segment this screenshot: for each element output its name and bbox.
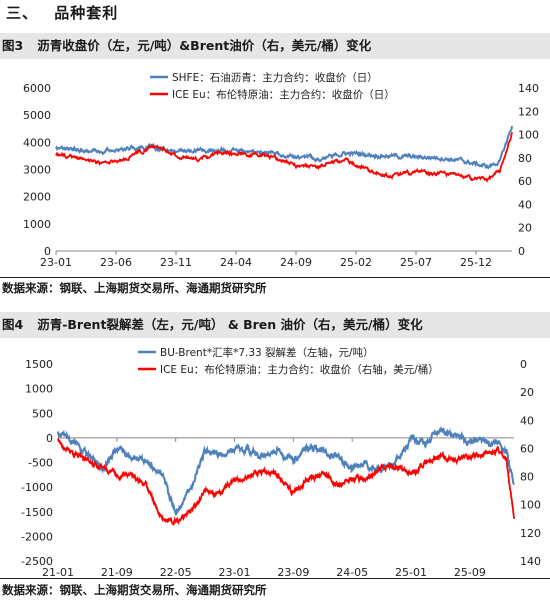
right-axis-tick-label: 80 [520, 471, 534, 484]
right-axis-tick-label: 100 [520, 499, 541, 512]
right-axis-tick-label: 120 [520, 527, 541, 540]
series-line-2 [57, 437, 515, 526]
x-axis-tick-label: 23-11 [160, 256, 192, 269]
right-axis-tick-label: 120 [518, 105, 539, 118]
figure-3-chart: 0 1000 2000 3000 4000 5000 6000 0 20 40 60 80 100 120… [23, 71, 539, 269]
left-axis-tick-label: 1000 [25, 383, 53, 396]
figure-4-source: 数据来源：钢联、上海期货交易所、海通期货研究所 [2, 583, 267, 597]
right-axis-tick-label: 20 [518, 222, 532, 235]
x-axis-tick-label: 25-07 [400, 256, 432, 269]
figure-4-title: 沥青-Brent裂解差（左，元/吨） & Bren 油价（右，美元/桶）变化 [37, 317, 423, 332]
left-axis-tick-label: -500 [28, 457, 53, 470]
x-axis-tick-label: 25-01 [395, 566, 427, 578]
left-axis-tick-label: 3000 [23, 164, 51, 177]
right-axis-tick-label: 40 [518, 198, 532, 211]
x-axis-tick-label: 25-09 [454, 566, 486, 578]
figure-3-divider [0, 277, 550, 278]
figure-4-label: 图4 [2, 317, 24, 332]
right-axis-tick-label: 40 [520, 414, 534, 427]
right-axis-tick-label: 0 [518, 245, 525, 258]
left-axis-tick-label: 0 [44, 245, 51, 258]
right-axis-tick-label: 140 [518, 82, 539, 95]
left-axis-tick-label: 500 [32, 407, 53, 420]
legend-label-1: BU-Brent*汇率*7.33 裂解差（左轴，元/吨） [160, 346, 374, 359]
legend-label-2: ICE Eu：布伦特原油：主力合约：收盘价（右轴，美元/桶） [160, 363, 439, 376]
x-axis-tick-label: 25-02 [340, 256, 372, 269]
left-axis-tick-label: 2000 [23, 191, 51, 204]
x-axis-tick-label: 23-01 [219, 566, 251, 578]
right-axis-tick-label: 100 [518, 129, 539, 142]
left-axis-tick-label: 1500 [25, 358, 53, 371]
right-axis-tick-label: 140 [520, 555, 541, 568]
figure-4-title-bar: 图4 沥青-Brent裂解差（左，元/吨） & Bren 油价（右，美元/桶）变化 [0, 312, 550, 338]
figure-3-title-bar: 图3 沥青收盘价（左，元/吨）&Brent油价（右，美元/桶）变化 [0, 33, 550, 59]
left-axis-tick-label: -2000 [21, 530, 53, 543]
figure-4-chart: 1500 1000 500 0 -500 -1000 -1500 -2000 -2500 0 20 4… [21, 346, 541, 578]
left-axis-tick-label: -1500 [21, 506, 53, 519]
right-axis-tick-label: 60 [518, 175, 532, 188]
right-axis-tick-label: 20 [520, 386, 534, 399]
left-axis-tick-label: 0 [46, 432, 53, 445]
figure-3-label: 图3 [2, 38, 24, 53]
section-number: 三、 [6, 4, 39, 22]
x-axis-tick-label: 22-05 [160, 566, 192, 578]
left-axis-tick-label: 1000 [23, 218, 51, 231]
x-axis-tick-label: 23-01 [40, 256, 72, 269]
left-axis-tick-label: 6000 [23, 82, 51, 95]
x-axis-tick-label: 24-09 [280, 256, 312, 269]
right-axis-tick-label: 80 [518, 152, 532, 165]
x-axis-tick-label: 21-09 [101, 566, 133, 578]
section-title: 三、 品种套利 [6, 2, 118, 23]
x-axis-tick-label: 24-04 [220, 256, 252, 269]
left-axis-tick-label: 4000 [23, 136, 51, 149]
x-axis-tick-label: 23-06 [100, 256, 132, 269]
figure-4-divider [0, 578, 550, 579]
figure-3-source: 数据来源：钢联、上海期货交易所、海通期货研究所 [2, 281, 267, 295]
left-axis-tick-label: -1000 [21, 481, 53, 494]
legend-label-1: SHFE：石油沥青：主力合约：收盘价（日） [172, 71, 378, 84]
series-line-2 [55, 132, 513, 183]
legend-label-2: ICE Eu：布伦特原油：主力合约：收盘价（日） [172, 88, 395, 101]
left-axis-tick-label: 5000 [23, 109, 51, 122]
right-axis-tick-label: 0 [520, 358, 527, 371]
series-line-1 [57, 425, 515, 516]
series-line-1 [55, 125, 513, 170]
x-axis-tick-label: 21-01 [42, 566, 74, 578]
x-axis-tick-label: 25-12 [460, 256, 492, 269]
x-axis-tick-label: 23-09 [277, 566, 309, 578]
x-axis-tick-label: 24-05 [336, 566, 368, 578]
left-axis-tick-label: -2500 [21, 555, 53, 568]
figure-3-title: 沥青收盘价（左，元/吨）&Brent油价（右，美元/桶）变化 [37, 38, 372, 53]
right-axis-tick-label: 60 [520, 442, 534, 455]
section-name: 品种套利 [54, 4, 119, 22]
